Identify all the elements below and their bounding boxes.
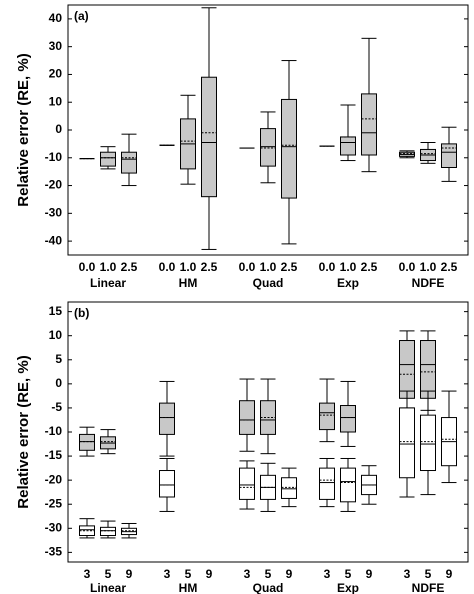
y-tick-label: 10: [49, 94, 63, 108]
box: [260, 128, 276, 167]
y-axis-label: Relative error (RE, %): [15, 355, 32, 508]
y-tick-label: 30: [49, 39, 63, 53]
subcategory-label: 0.0: [159, 260, 176, 274]
box: [79, 433, 95, 451]
y-tick-label: -30: [45, 206, 63, 220]
subcategory-label: 9: [446, 567, 453, 581]
group-label: Linear: [90, 581, 126, 594]
y-tick-label: -30: [45, 520, 63, 534]
y-axis-label: Relative error (RE, %): [15, 53, 32, 206]
subcategory-label: 5: [185, 567, 192, 581]
box: [281, 98, 297, 199]
box: [361, 93, 377, 156]
subcategory-label: 3: [244, 567, 251, 581]
subcategory-label: 5: [265, 567, 272, 581]
subcategory-label: 5: [105, 567, 112, 581]
box: [159, 402, 175, 435]
subcategory-label: 1.0: [260, 260, 277, 274]
y-tick-label: 15: [49, 304, 63, 318]
group-label: HM: [179, 581, 198, 594]
y-tick-label: -10: [45, 424, 63, 438]
box: [319, 402, 335, 431]
y-tick-label: -10: [45, 150, 63, 164]
group-label: HM: [179, 276, 198, 290]
subcategory-label: 2.5: [201, 260, 218, 274]
y-tick-label: -35: [45, 545, 63, 559]
box: [399, 340, 415, 399]
y-tick-label: -25: [45, 496, 63, 510]
group-label: Exp: [337, 581, 359, 594]
subcategory-label: 3: [324, 567, 331, 581]
panel-label: (b): [74, 306, 89, 320]
subcategory-label: 9: [126, 567, 133, 581]
subcategory-label: 0.0: [399, 260, 416, 274]
subcategory-label: 3: [404, 567, 411, 581]
subcategory-label: 1.0: [180, 260, 197, 274]
box: [159, 470, 175, 498]
group-label: Quad: [253, 276, 284, 290]
box: [420, 340, 436, 399]
box: [319, 467, 335, 500]
group-label: NDFE: [412, 581, 445, 594]
box: [121, 151, 137, 174]
subcategory-label: 1.0: [340, 260, 357, 274]
panel-label: (a): [74, 9, 89, 23]
y-tick-label: 20: [49, 67, 63, 81]
subcategory-label: 1.0: [420, 260, 437, 274]
subcategory-label: 5: [425, 567, 432, 581]
subcategory-label: 9: [366, 567, 373, 581]
y-tick-label: -15: [45, 448, 63, 462]
y-tick-label: -20: [45, 178, 63, 192]
subcategory-label: 2.5: [281, 260, 298, 274]
box: [340, 136, 356, 156]
box: [441, 143, 457, 168]
subcategory-label: 1.0: [100, 260, 117, 274]
group-label: Linear: [90, 276, 126, 290]
box: [239, 467, 255, 500]
box: [340, 467, 356, 503]
box: [100, 151, 116, 167]
y-tick-label: 0: [55, 122, 62, 136]
group-label: Quad: [253, 581, 284, 594]
subcategory-label: 5: [345, 567, 352, 581]
box: [201, 76, 217, 198]
box: [340, 405, 356, 433]
subcategory-label: 3: [84, 567, 91, 581]
y-tick-label: 5: [55, 352, 62, 366]
subcategory-label: 2.5: [441, 260, 458, 274]
box: [420, 414, 436, 472]
group-label: NDFE: [412, 276, 445, 290]
subcategory-label: 0.0: [319, 260, 336, 274]
subcategory-label: 9: [286, 567, 293, 581]
y-tick-label: 0: [55, 376, 62, 390]
subcategory-label: 2.5: [121, 260, 138, 274]
y-tick-label: -20: [45, 472, 63, 486]
y-tick-label: 40: [49, 11, 63, 25]
subcategory-label: 0.0: [239, 260, 256, 274]
y-tick-label: -5: [51, 400, 62, 414]
y-tick-label: -40: [45, 233, 63, 247]
box: [239, 400, 255, 435]
box: [100, 526, 116, 537]
box: [281, 477, 297, 499]
subcategory-label: 0.0: [79, 260, 96, 274]
box: [399, 407, 415, 479]
subcategory-label: 3: [164, 567, 171, 581]
subcategory-label: 2.5: [361, 260, 378, 274]
subcategory-label: 9: [206, 567, 213, 581]
group-label: Exp: [337, 276, 359, 290]
y-tick-label: 10: [49, 328, 63, 342]
